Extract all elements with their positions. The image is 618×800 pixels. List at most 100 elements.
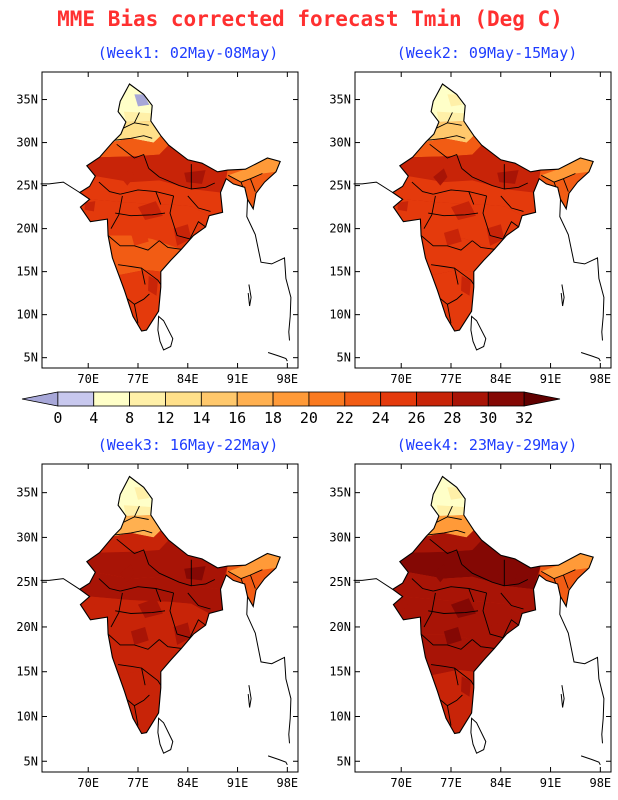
state-boundary-line <box>228 569 263 580</box>
state-boundary-line <box>500 195 524 212</box>
state-boundary-line <box>107 633 160 650</box>
tmin-region <box>561 569 578 592</box>
lat-tick-label: 20N <box>16 222 38 236</box>
lon-tick-label: 98E <box>276 776 298 790</box>
state-boundaries <box>411 112 576 324</box>
state-boundary-line <box>431 664 459 686</box>
lon-tick-label: 91E <box>540 372 562 386</box>
state-boundary-line <box>190 559 215 587</box>
coastline <box>353 181 393 193</box>
lon-tick-label: 98E <box>589 776 611 790</box>
lon-tick-label: 98E <box>589 372 611 386</box>
map-panel-week2: 35N 30N 25N 20N 15N 10N 5N 70E 77E 84E 91E 98E <box>329 71 612 386</box>
state-boundary-line <box>189 619 206 638</box>
colorbar-label: 26 <box>408 409 426 427</box>
state-boundary-line <box>429 143 463 169</box>
colorbar-segment <box>165 391 202 407</box>
state-boundary-line <box>133 505 140 517</box>
tmin-region <box>443 627 462 645</box>
map-frame <box>41 463 299 773</box>
tmin-region <box>433 564 448 583</box>
tmin-region <box>84 598 96 609</box>
colorbar: 0 4 8 12 14 16 18 20 22 24 26 28 30 32 <box>21 391 561 427</box>
colorbar-segment <box>272 391 310 407</box>
state-boundary-line <box>118 664 146 686</box>
coastline <box>267 755 288 766</box>
coastline <box>246 199 292 341</box>
tmin-region <box>248 569 265 592</box>
tmin-region <box>392 176 536 216</box>
tmin-fill <box>79 476 281 734</box>
sri-lanka-outline <box>157 315 174 351</box>
tmin-region <box>184 170 206 184</box>
state-boundary-line <box>133 304 139 324</box>
map-frame <box>354 463 612 773</box>
state-boundary-line <box>169 592 191 639</box>
state-boundary-line <box>420 633 473 650</box>
colorbar-label: 18 <box>264 409 282 427</box>
india-outline <box>391 83 594 332</box>
sri-lanka-outline <box>470 315 487 351</box>
state-boundary-line <box>120 189 174 197</box>
tmin-region <box>120 168 135 186</box>
lon-tick-label: 70E <box>390 372 412 386</box>
tmin-region <box>443 228 462 246</box>
state-boundary-line <box>472 240 495 250</box>
map-panel-week3: 35N 30N 25N 20N 15N 10N 5N 70E 77E 84E 91E 98E <box>16 463 299 790</box>
state-boundary-line <box>429 538 463 565</box>
map-frame <box>354 71 612 369</box>
tmin-region <box>421 634 495 676</box>
india-outline <box>78 475 281 735</box>
tmin-region <box>248 173 265 195</box>
state-boundary-line <box>423 195 436 229</box>
lat-tick-label: 30N <box>16 136 38 150</box>
state-boundary-line <box>446 304 452 324</box>
tmin-region <box>184 566 206 581</box>
map-panel-week4: 35N 30N 25N 20N 15N 10N 5N 70E 77E 84E 91E 98E <box>329 463 612 790</box>
lon-tick-label: 84E <box>177 776 199 790</box>
tmin-region <box>120 564 135 583</box>
lat-tick-label: 5N <box>24 351 38 365</box>
tmin-region <box>108 634 182 676</box>
state-boundary-line <box>446 112 453 123</box>
state-boundaries <box>98 112 263 324</box>
lat-tick-label: 25N <box>16 179 38 193</box>
india-outline <box>78 83 281 332</box>
coastline <box>559 199 605 341</box>
coastline <box>267 352 288 362</box>
lon-tick-label: 70E <box>77 776 99 790</box>
state-boundary-line <box>562 178 569 192</box>
state-boundary-line <box>141 267 162 285</box>
coastline <box>40 578 80 590</box>
lat-tick-label: 35N <box>329 486 351 500</box>
coastline <box>247 284 252 307</box>
lon-tick-label: 84E <box>490 372 512 386</box>
colorbar-label: 32 <box>515 409 533 427</box>
panel-title-week4: (Week4: 23May-29May) <box>397 436 578 454</box>
state-boundary-line <box>159 240 182 250</box>
state-boundary-line <box>468 191 475 205</box>
tmin-region <box>173 622 192 645</box>
state-boundary-line <box>169 195 191 240</box>
state-boundary-line <box>502 619 519 638</box>
state-boundary-line <box>436 293 463 305</box>
panel-title-week2: (Week2: 09May-15May) <box>397 44 578 62</box>
tmin-fill <box>392 476 594 734</box>
colorbar-label: 28 <box>443 409 461 427</box>
colorbar-label: 20 <box>300 409 318 427</box>
state-boundary-line <box>228 173 263 183</box>
state-boundary-line <box>190 164 215 190</box>
lat-tick-label: 30N <box>329 136 351 150</box>
lat-tick-label: 30N <box>329 530 351 544</box>
state-boundary-line <box>187 195 211 212</box>
coastline <box>580 352 601 362</box>
colorbar-segment <box>236 391 274 407</box>
state-boundary-line <box>454 667 475 686</box>
colorbar-segment <box>523 391 561 407</box>
tmin-region <box>130 228 149 246</box>
lon-tick-label: 84E <box>490 776 512 790</box>
state-boundary-line <box>468 588 475 603</box>
tmin-region <box>461 676 471 697</box>
lon-tick-label: 70E <box>390 776 412 790</box>
